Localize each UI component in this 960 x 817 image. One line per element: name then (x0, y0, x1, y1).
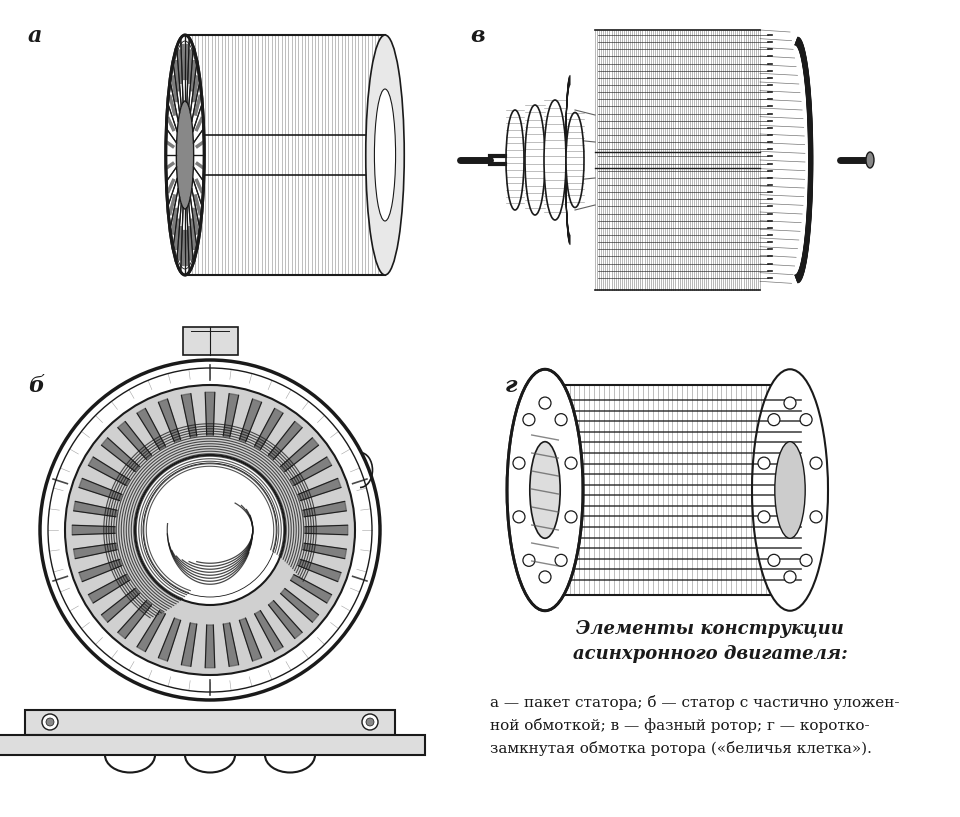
Polygon shape (224, 394, 239, 437)
Polygon shape (254, 408, 283, 449)
Polygon shape (88, 574, 130, 603)
Polygon shape (305, 525, 348, 535)
Polygon shape (158, 399, 180, 442)
Circle shape (768, 555, 780, 566)
Polygon shape (118, 600, 152, 639)
Ellipse shape (866, 152, 874, 168)
Polygon shape (280, 438, 319, 471)
Polygon shape (299, 560, 341, 582)
Polygon shape (291, 457, 331, 485)
Circle shape (42, 714, 58, 730)
Polygon shape (137, 610, 165, 652)
Text: а — пакет статора; б — статор с частично уложен-: а — пакет статора; б — статор с частично… (490, 695, 900, 710)
Circle shape (758, 511, 770, 523)
Circle shape (46, 718, 54, 726)
Ellipse shape (752, 369, 828, 611)
Polygon shape (224, 623, 239, 667)
Polygon shape (72, 525, 115, 535)
Polygon shape (88, 457, 130, 485)
Polygon shape (303, 502, 347, 517)
Polygon shape (269, 600, 302, 639)
Polygon shape (158, 618, 180, 661)
FancyBboxPatch shape (183, 327, 238, 355)
Polygon shape (299, 479, 341, 501)
Text: замкнутая обмотка ротора («беличья клетка»).: замкнутая обмотка ротора («беличья клетк… (490, 741, 872, 756)
Circle shape (539, 397, 551, 409)
Ellipse shape (507, 369, 583, 611)
Polygon shape (239, 399, 262, 442)
Polygon shape (181, 394, 197, 437)
Text: г: г (505, 375, 517, 397)
Circle shape (513, 511, 525, 523)
Circle shape (810, 511, 822, 523)
Circle shape (523, 413, 535, 426)
Circle shape (513, 458, 525, 469)
Text: б: б (28, 375, 44, 397)
Circle shape (800, 413, 812, 426)
Circle shape (565, 511, 577, 523)
Circle shape (135, 455, 285, 605)
Polygon shape (254, 610, 283, 652)
Circle shape (523, 555, 535, 566)
Ellipse shape (177, 101, 194, 209)
Ellipse shape (366, 35, 404, 275)
Circle shape (784, 397, 796, 409)
Polygon shape (280, 588, 319, 623)
Circle shape (555, 555, 567, 566)
Ellipse shape (775, 442, 805, 538)
Polygon shape (79, 479, 122, 501)
Text: в: в (470, 25, 485, 47)
Circle shape (555, 413, 567, 426)
Text: Элементы конструкции
асинхронного двигателя:: Элементы конструкции асинхронного двигат… (572, 620, 848, 663)
Polygon shape (102, 438, 139, 471)
Ellipse shape (506, 110, 524, 210)
Ellipse shape (374, 89, 396, 221)
Ellipse shape (166, 35, 204, 275)
Circle shape (784, 571, 796, 583)
Circle shape (40, 360, 380, 700)
Polygon shape (181, 623, 197, 667)
Polygon shape (74, 502, 117, 517)
Circle shape (768, 413, 780, 426)
Polygon shape (239, 618, 262, 661)
Polygon shape (291, 574, 331, 603)
Polygon shape (269, 422, 302, 459)
Circle shape (539, 571, 551, 583)
Text: ной обмоткой; в — фазный ротор; г — коротко-: ной обмоткой; в — фазный ротор; г — коро… (490, 718, 870, 733)
Ellipse shape (544, 100, 566, 220)
Text: а: а (28, 25, 42, 47)
Polygon shape (205, 625, 215, 667)
Circle shape (800, 555, 812, 566)
Circle shape (758, 458, 770, 469)
Ellipse shape (530, 442, 561, 538)
Polygon shape (74, 543, 117, 559)
Polygon shape (137, 408, 165, 449)
Circle shape (362, 714, 378, 730)
Circle shape (65, 385, 355, 675)
Circle shape (366, 718, 374, 726)
Circle shape (810, 458, 822, 469)
FancyBboxPatch shape (0, 735, 425, 755)
Polygon shape (102, 588, 139, 623)
Ellipse shape (566, 113, 584, 208)
Circle shape (565, 458, 577, 469)
Ellipse shape (525, 105, 545, 215)
Polygon shape (205, 392, 215, 435)
Polygon shape (79, 560, 122, 582)
Polygon shape (118, 422, 152, 459)
Polygon shape (303, 543, 347, 559)
FancyBboxPatch shape (25, 710, 395, 735)
